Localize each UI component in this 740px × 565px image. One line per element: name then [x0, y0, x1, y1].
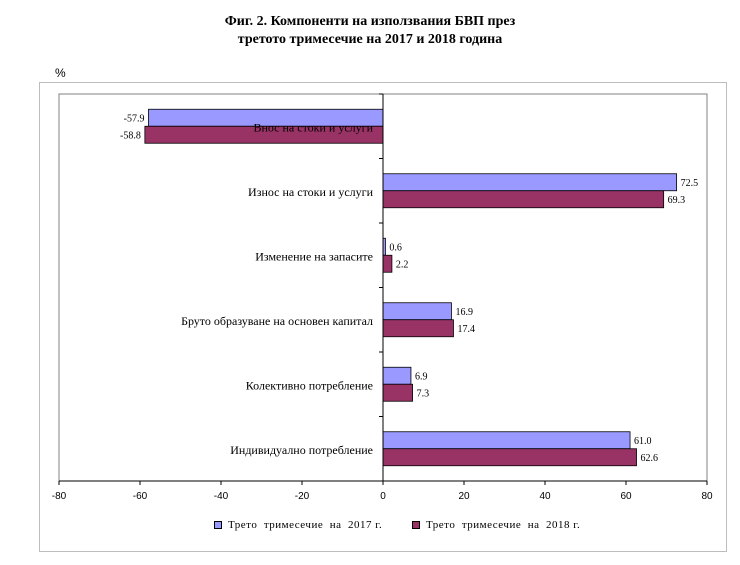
x-tick-label-5: 20	[458, 491, 470, 502]
chart-title-line-2: третото тримесечие на 2017 и 2018 година	[237, 32, 503, 47]
x-tick-label-3: -20	[295, 491, 310, 502]
data-label-2018-1: 69.3	[668, 195, 686, 206]
x-tick-label-1: -60	[133, 491, 148, 502]
bar-2017-3	[382, 302, 452, 321]
bar-2018-5	[382, 448, 637, 467]
bar-2018-4	[382, 383, 413, 402]
bar-2017-4	[382, 366, 412, 385]
bar-2018-2	[382, 254, 393, 273]
data-label-2018-2: 2.2	[396, 259, 409, 270]
data-label-2017-4: 6.9	[415, 371, 428, 382]
legend-swatch-2018	[412, 521, 420, 529]
legend-label-2017: Трето тримесечие на 2017 г.	[228, 519, 383, 531]
x-tick-label-6: 40	[539, 491, 551, 502]
x-tick-label-7: 60	[620, 491, 632, 502]
chart-frame	[39, 82, 727, 552]
data-label-2017-3: 16.9	[455, 307, 473, 318]
legend-swatch-2017	[214, 521, 222, 529]
legend-item-2017: Трето тримесечие на 2017 г.	[214, 519, 382, 531]
x-tick-label-2: -40	[214, 491, 229, 502]
category-label-4: Колективно потребление	[246, 378, 373, 392]
data-label-2017-0: -57.9	[124, 113, 145, 124]
legend-item-2018: Трето тримесечие на 2018 г.	[412, 519, 580, 531]
data-label-2018-3: 17.4	[457, 324, 475, 335]
legend-label-2018: Трето тримесечие на 2018 г.	[426, 519, 581, 531]
data-label-2017-5: 61.0	[634, 436, 652, 447]
data-label-2018-5: 62.6	[641, 453, 659, 464]
x-tick-label-8: 80	[701, 491, 713, 502]
data-label-2018-0: -58.8	[120, 130, 141, 141]
bar-2017-1	[382, 173, 678, 192]
category-label-5: Индивидуално потребление	[230, 443, 373, 457]
category-label-3: Бруто образуване на основен капитал	[181, 314, 373, 328]
bar-2018-1	[382, 190, 665, 209]
unit-label: %	[55, 66, 66, 80]
data-label-2017-1: 72.5	[681, 178, 699, 189]
x-tick-label-4: 0	[380, 491, 386, 502]
category-label-1: Износ на стоки и услуги	[248, 185, 374, 199]
category-label-2: Изменение на запасите	[255, 249, 373, 263]
bar-2017-5	[382, 431, 631, 450]
data-label-2017-2: 0.6	[389, 242, 402, 253]
category-label-0: Внос на стоки и услуги	[253, 120, 373, 134]
data-label-2018-4: 7.3	[417, 388, 430, 399]
bar-2018-3	[382, 319, 454, 338]
chart-title-line-1: Фиг. 2. Компоненти на използвания БВП пр…	[224, 14, 516, 29]
x-tick-label-0: -80	[52, 491, 67, 502]
